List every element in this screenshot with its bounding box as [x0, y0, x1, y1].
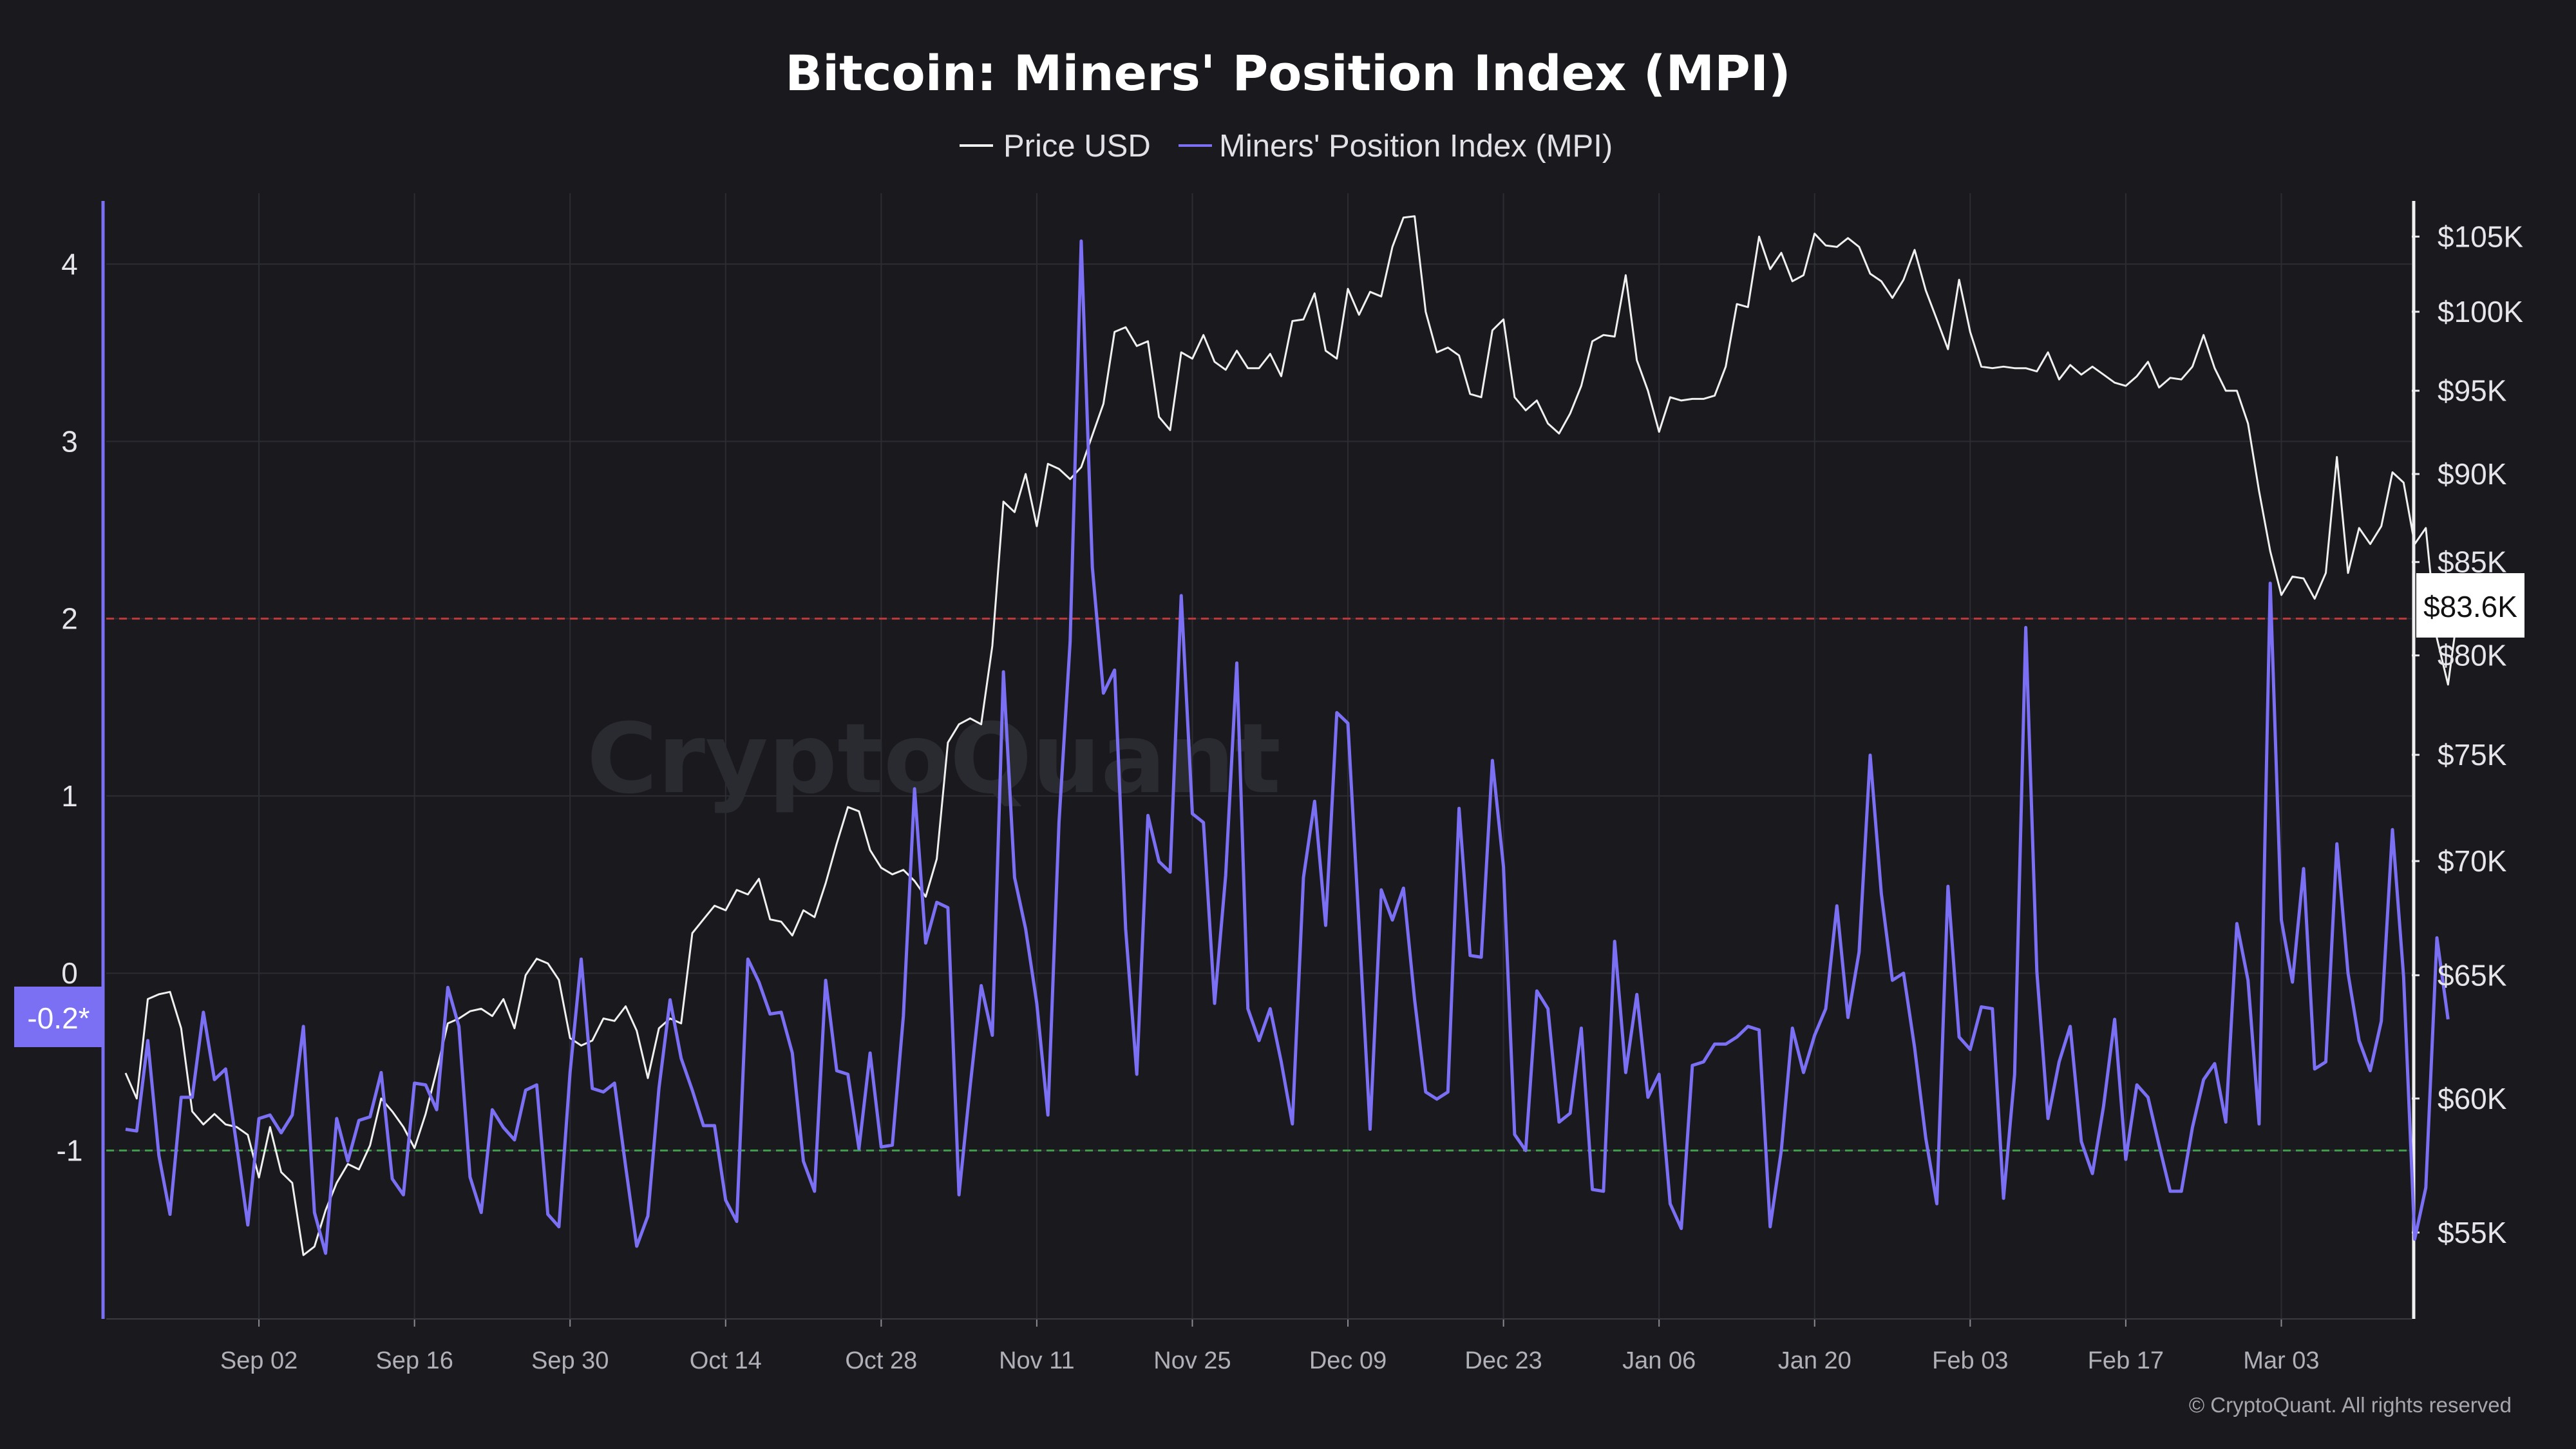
watermark: CryptoQuant [587, 703, 1281, 815]
mpi-series-line [125, 239, 2450, 1255]
y-left-tick-label: 0 [61, 956, 78, 990]
badge-background [14, 987, 103, 1047]
y-right-tick-label: $70K [2438, 844, 2507, 878]
legend-item-mpi[interactable]: Miners' Position Index (MPI) [1179, 129, 1613, 164]
legend[interactable]: Price USD Miners' Position Index (MPI) [960, 129, 1613, 164]
x-tick-label: Jan 06 [1622, 1347, 1696, 1374]
reference-lines [106, 618, 2412, 1151]
y-left-tick-label: 2 [61, 602, 78, 636]
x-tick-label: Dec 09 [1309, 1347, 1387, 1374]
y-right-tick-label: $80K [2438, 639, 2507, 672]
x-tick-label: Oct 14 [690, 1347, 762, 1374]
y-right-tick-label: $90K [2438, 457, 2507, 491]
x-tick-label: Dec 23 [1464, 1347, 1542, 1374]
price-current-badge: $83.6K [2416, 573, 2524, 638]
mpi-current-badge: -0.2* [14, 987, 103, 1047]
copyright-text: © CryptoQuant. All rights reserved [2189, 1393, 2512, 1417]
y-left-tick-label: -1 [57, 1133, 83, 1167]
y-right-tick-label: $95K [2438, 374, 2507, 408]
badge-background [2416, 573, 2524, 638]
price-series-line [124, 215, 2471, 1256]
x-tick-label: Feb 17 [2088, 1347, 2164, 1374]
legend-label: Miners' Position Index (MPI) [1219, 129, 1613, 164]
badge-value: -0.2* [27, 1001, 90, 1035]
chart-title: Bitcoin: Miners' Position Index (MPI) [785, 44, 1791, 102]
x-tick-label: Feb 03 [1932, 1347, 2008, 1374]
axes [101, 201, 2420, 1327]
y-left-tick-label: 3 [61, 424, 78, 458]
current-value-badges: -0.2* $83.6K [14, 573, 2524, 1047]
x-tick-label: Mar 03 [2243, 1347, 2319, 1374]
tick-labels: 43210-1$105K$100K$95K$90K$85K$80K$75K$70… [57, 220, 2524, 1374]
y-right-tick-label: $55K [2438, 1216, 2507, 1249]
y-left-tick-label: 4 [61, 247, 78, 281]
y-right-tick-label: $60K [2438, 1082, 2507, 1115]
x-tick-label: Oct 28 [845, 1347, 917, 1374]
series-layer [124, 215, 2471, 1256]
x-tick-label: Sep 02 [220, 1347, 298, 1374]
y-right-tick-label: $105K [2438, 220, 2523, 253]
legend-item-price[interactable]: Price USD [960, 129, 1151, 164]
x-tick-label: Nov 11 [999, 1347, 1075, 1374]
y-left-tick-label: 1 [61, 779, 78, 813]
y-right-tick-label: $75K [2438, 738, 2507, 772]
badge-value: $83.6K [2423, 590, 2517, 623]
y-right-tick-label: $65K [2438, 958, 2507, 992]
x-tick-label: Nov 25 [1153, 1347, 1231, 1374]
x-tick-label: Jan 20 [1778, 1347, 1852, 1374]
x-tick-label: Sep 16 [375, 1347, 453, 1374]
x-tick-label: Sep 30 [531, 1347, 609, 1374]
legend-label: Price USD [1003, 129, 1151, 164]
y-right-tick-label: $100K [2438, 295, 2523, 328]
